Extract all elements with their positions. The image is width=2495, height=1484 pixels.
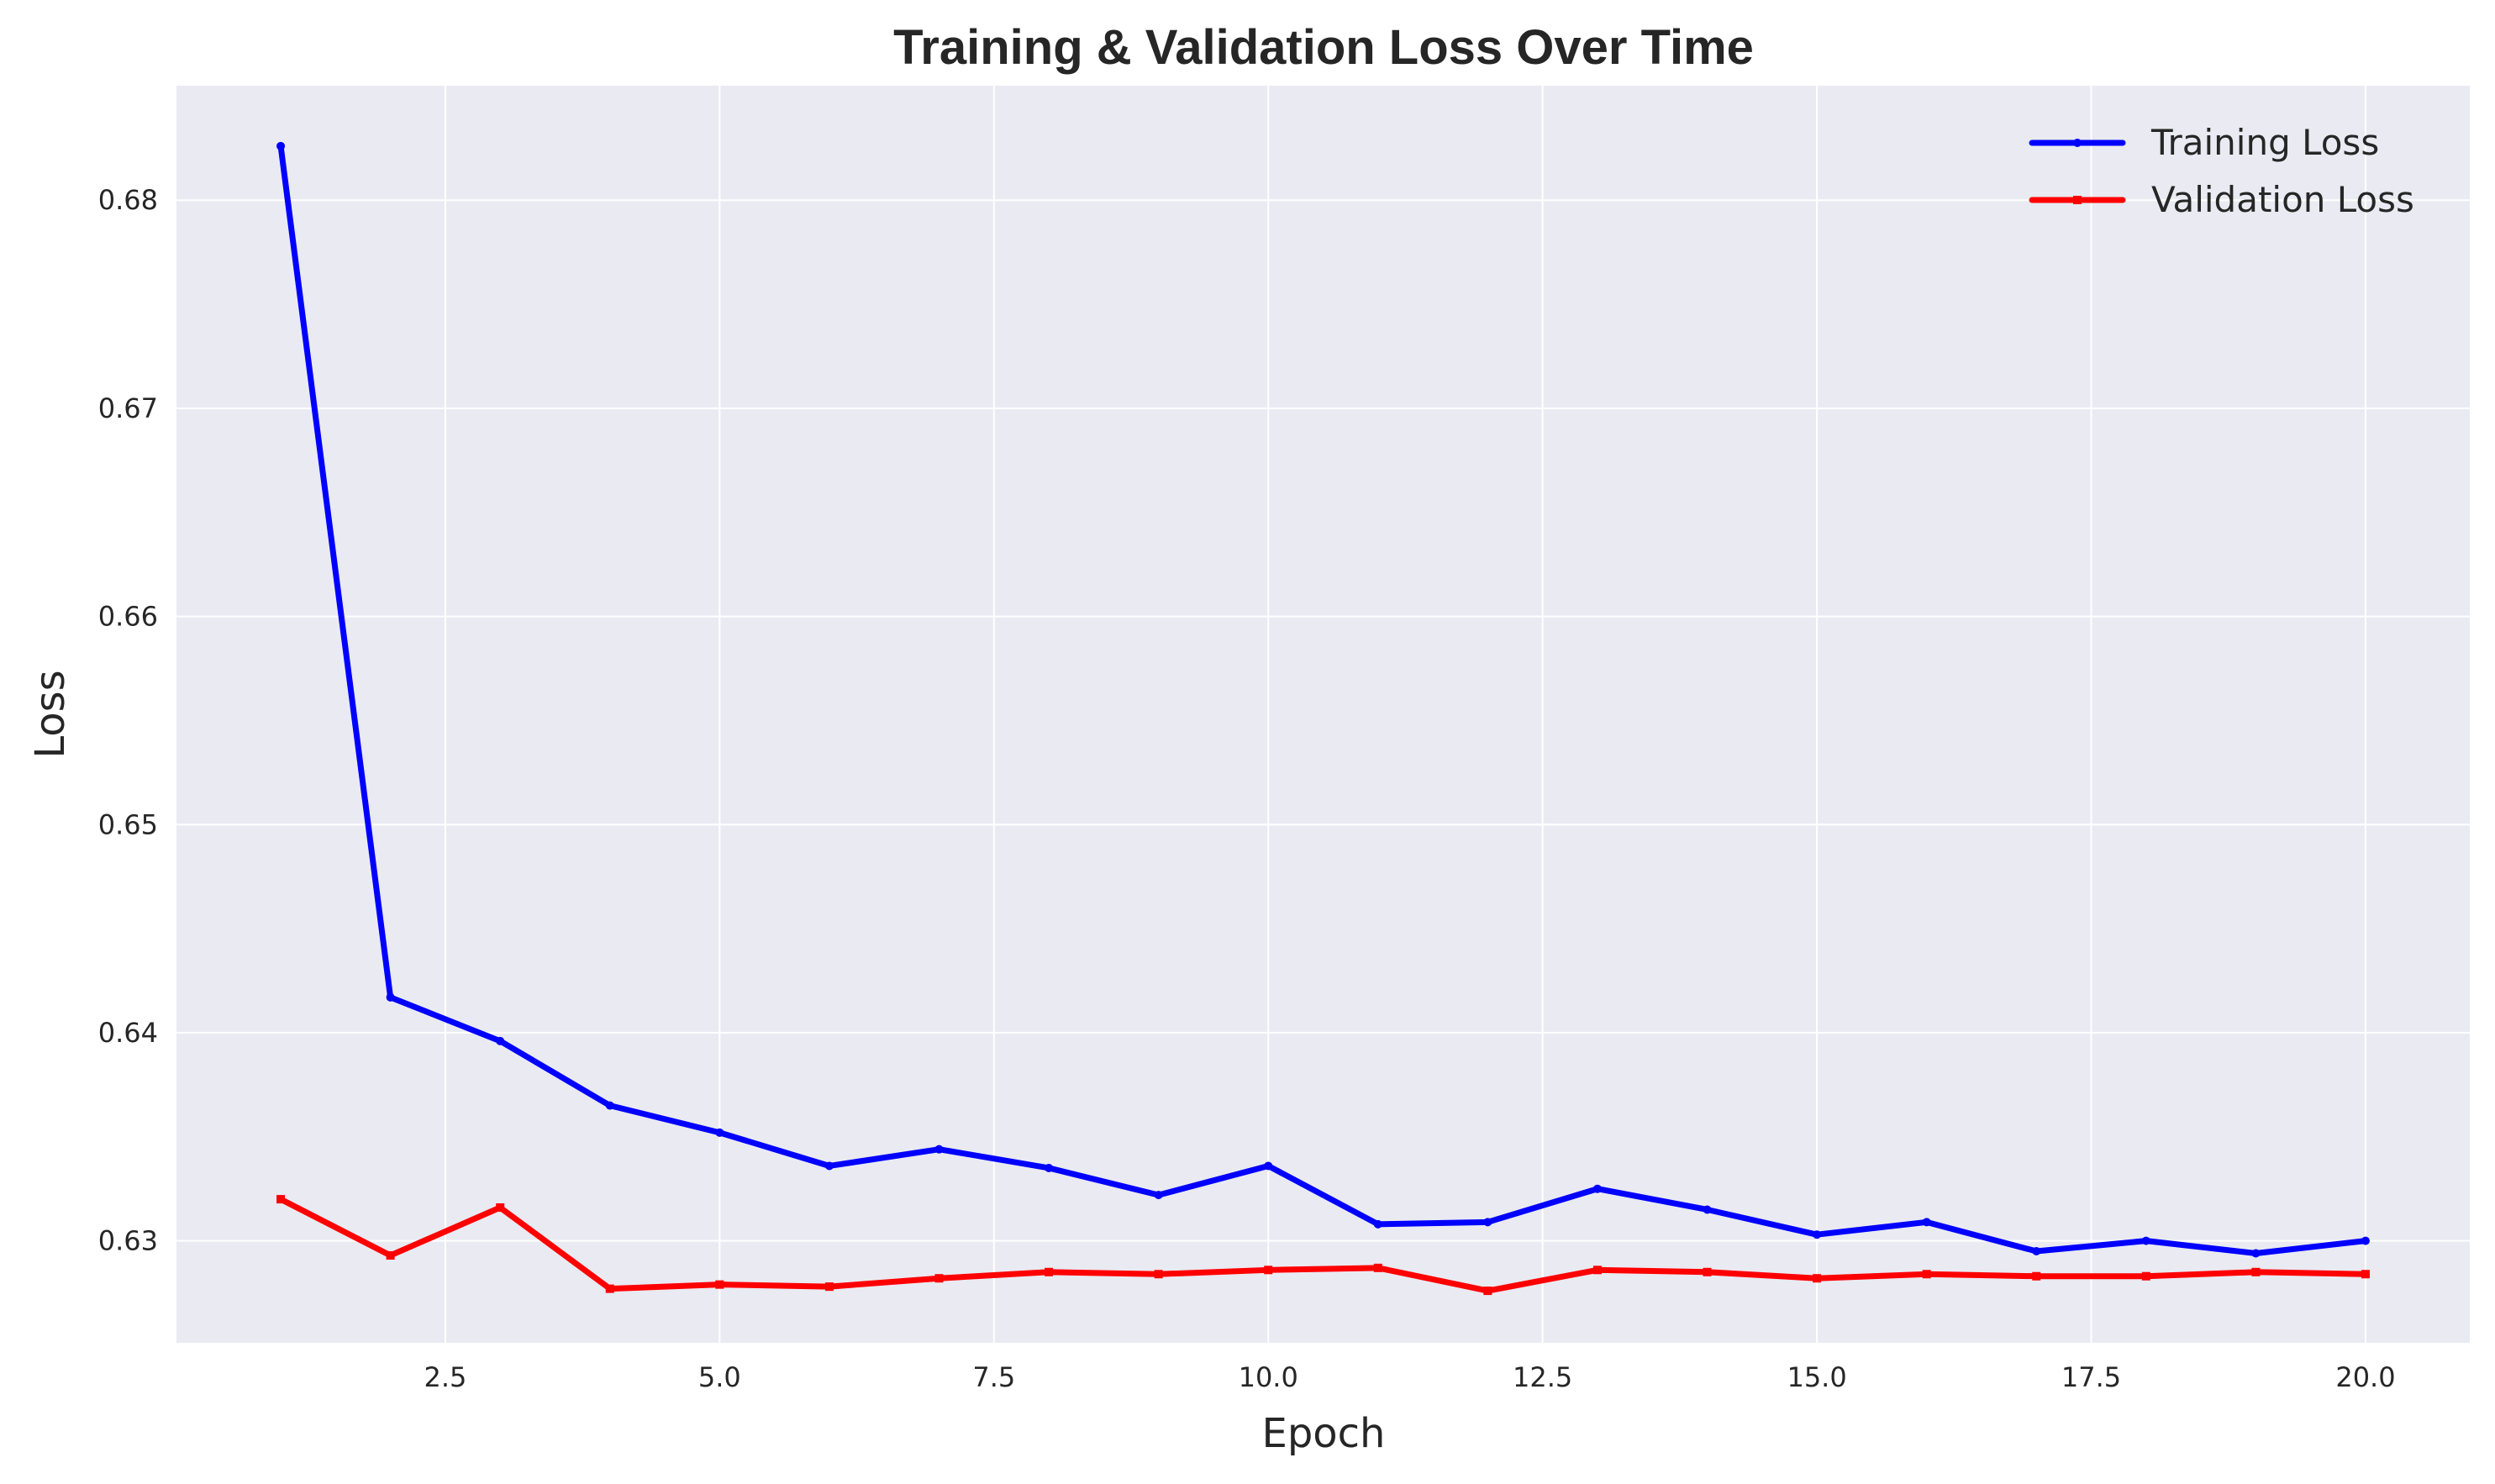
training-loss-point xyxy=(386,992,395,1002)
training-loss-point xyxy=(2251,1249,2261,1258)
training-loss-point xyxy=(2361,1236,2370,1245)
training-loss-point xyxy=(715,1128,724,1137)
y-tick-labels: 0.63 0.64 0.65 0.66 0.67 0.68 xyxy=(98,184,158,1256)
training-loss-line xyxy=(277,143,2369,1256)
validation-loss-point xyxy=(496,1203,505,1213)
training-loss-point xyxy=(1045,1163,1054,1172)
x-tick-label: 15.0 xyxy=(1787,1361,1846,1393)
training-loss-point xyxy=(1592,1184,1602,1193)
training-loss-point xyxy=(1154,1191,1163,1200)
validation-loss-point xyxy=(605,1284,614,1293)
training-loss-point xyxy=(2141,1236,2150,1245)
training-loss-point xyxy=(496,1036,505,1045)
x-tick-label: 20.0 xyxy=(2335,1361,2395,1393)
legend-label-validation: Validation Loss xyxy=(2151,179,2414,220)
y-tick-label: 0.68 xyxy=(98,184,158,216)
y-tick-label: 0.65 xyxy=(98,808,158,840)
validation-loss-point xyxy=(1922,1270,1931,1279)
validation-loss-point xyxy=(824,1282,834,1292)
training-loss-point xyxy=(276,141,286,150)
validation-loss-point xyxy=(934,1274,944,1283)
x-tick-label: 17.5 xyxy=(2061,1361,2121,1393)
validation-loss-point xyxy=(1045,1267,1054,1276)
y-axis-label: Loss xyxy=(27,670,74,758)
chart-title: Training & Validation Loss Over Time xyxy=(893,20,1754,75)
validation-loss-point xyxy=(2141,1271,2150,1281)
x-tick-label: 2.5 xyxy=(424,1361,466,1393)
training-loss-point xyxy=(1483,1218,1492,1227)
validation-loss-point xyxy=(1483,1287,1492,1296)
validation-loss-point xyxy=(1373,1263,1382,1272)
y-tick-label: 0.64 xyxy=(98,1017,158,1049)
y-tick-label: 0.66 xyxy=(98,601,158,633)
validation-loss-point xyxy=(1592,1266,1602,1275)
validation-loss-point xyxy=(2361,1270,2370,1279)
plot-background xyxy=(176,86,2470,1343)
x-tick-labels: 2.5 5.0 7.5 10.0 12.5 15.0 17.5 20.0 xyxy=(424,1361,2395,1393)
validation-loss-point xyxy=(1703,1267,1712,1276)
x-tick-label: 12.5 xyxy=(1513,1361,1572,1393)
validation-loss-point xyxy=(2032,1271,2041,1281)
x-axis-label: Epoch xyxy=(1262,1410,1386,1457)
validation-loss-line xyxy=(277,1196,2369,1294)
validation-loss-point xyxy=(1813,1274,1822,1283)
training-loss-point xyxy=(1813,1230,1822,1239)
y-tick-label: 0.63 xyxy=(98,1225,158,1257)
training-loss-point xyxy=(605,1101,614,1110)
training-loss-point xyxy=(934,1145,944,1154)
legend-label-training: Training Loss xyxy=(2150,122,2379,163)
x-tick-label: 7.5 xyxy=(972,1361,1015,1393)
training-loss-point xyxy=(1922,1218,1931,1227)
x-tick-label: 10.0 xyxy=(1239,1361,1298,1393)
training-loss-point xyxy=(1703,1205,1712,1214)
legend-marker-training xyxy=(2073,139,2082,147)
validation-loss-point xyxy=(1264,1266,1273,1275)
validation-loss-point xyxy=(715,1280,724,1289)
validation-loss-point xyxy=(386,1250,395,1260)
training-loss-point xyxy=(1373,1219,1382,1229)
y-tick-label: 0.67 xyxy=(98,392,158,424)
x-tick-label: 5.0 xyxy=(698,1361,741,1393)
legend-marker-validation xyxy=(2073,196,2082,204)
validation-loss-point xyxy=(276,1195,286,1204)
series-lines xyxy=(276,141,2370,1296)
validation-loss-point xyxy=(1154,1270,1163,1279)
training-loss-point xyxy=(2032,1247,2041,1256)
training-loss-point xyxy=(824,1161,834,1171)
training-loss-point xyxy=(1264,1161,1273,1171)
legend: Training Loss Validation Loss xyxy=(2029,122,2414,220)
validation-loss-point xyxy=(2251,1267,2261,1276)
